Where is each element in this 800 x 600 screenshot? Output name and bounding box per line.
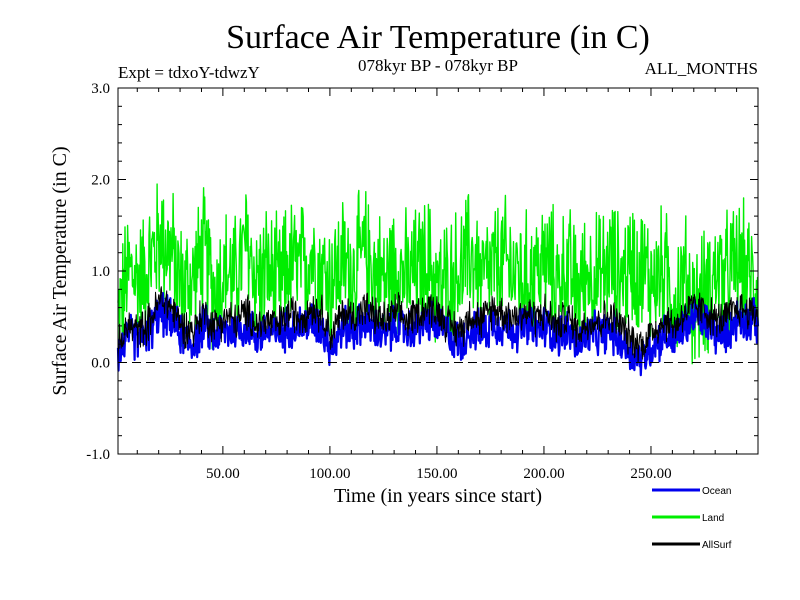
y-axis-title: Surface Air Temperature (in C) bbox=[49, 146, 71, 395]
legend-label-allsurf: AllSurf bbox=[702, 540, 732, 551]
series-line-allsurf bbox=[117, 286, 759, 364]
experiment-label: Expt = tdxoY-tdwzY bbox=[118, 63, 260, 82]
y-tick-label: 0.0 bbox=[91, 356, 110, 372]
plot-area bbox=[116, 183, 760, 377]
x-tick-label: 200.00 bbox=[523, 466, 564, 482]
y-tick-label: 1.0 bbox=[91, 264, 110, 280]
y-tick-label: 2.0 bbox=[91, 173, 110, 189]
chart-title: Surface Air Temperature (in C) bbox=[226, 19, 650, 56]
y-tick-label: -1.0 bbox=[86, 447, 110, 463]
x-tick-label: 50.00 bbox=[206, 466, 240, 482]
x-axis-title: Time (in years since start) bbox=[334, 485, 542, 507]
x-axis: 50.00 100.00 150.00 200.00 250.00 bbox=[136, 88, 738, 482]
x-tick-label: 150.00 bbox=[416, 466, 457, 482]
y-axis: -1.0 0.0 1.0 2.0 3.0 bbox=[86, 81, 758, 463]
y-tick-label: 3.0 bbox=[91, 81, 110, 97]
months-label: ALL_MONTHS bbox=[645, 59, 758, 78]
series-line-land bbox=[117, 183, 759, 365]
legend-label-ocean: Ocean bbox=[702, 486, 731, 497]
legend-label-land: Land bbox=[702, 513, 724, 524]
period-label: 078kyr BP - 078kyr BP bbox=[358, 56, 518, 75]
legend: Ocean Land AllSurf bbox=[652, 486, 732, 551]
x-tick-label: 100.00 bbox=[309, 466, 350, 482]
x-tick-label: 250.00 bbox=[630, 466, 671, 482]
